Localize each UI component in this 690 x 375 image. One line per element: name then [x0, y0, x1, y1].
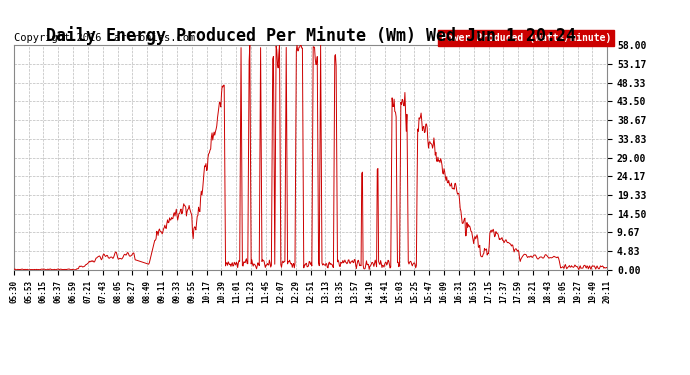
Text: Power Produced (watts/minute): Power Produced (watts/minute) [441, 33, 611, 43]
Title: Daily Energy Produced Per Minute (Wm) Wed Jun 1 20:24: Daily Energy Produced Per Minute (Wm) We… [46, 26, 575, 45]
Text: Copyright 2016 Cartronics.com: Copyright 2016 Cartronics.com [14, 33, 195, 43]
